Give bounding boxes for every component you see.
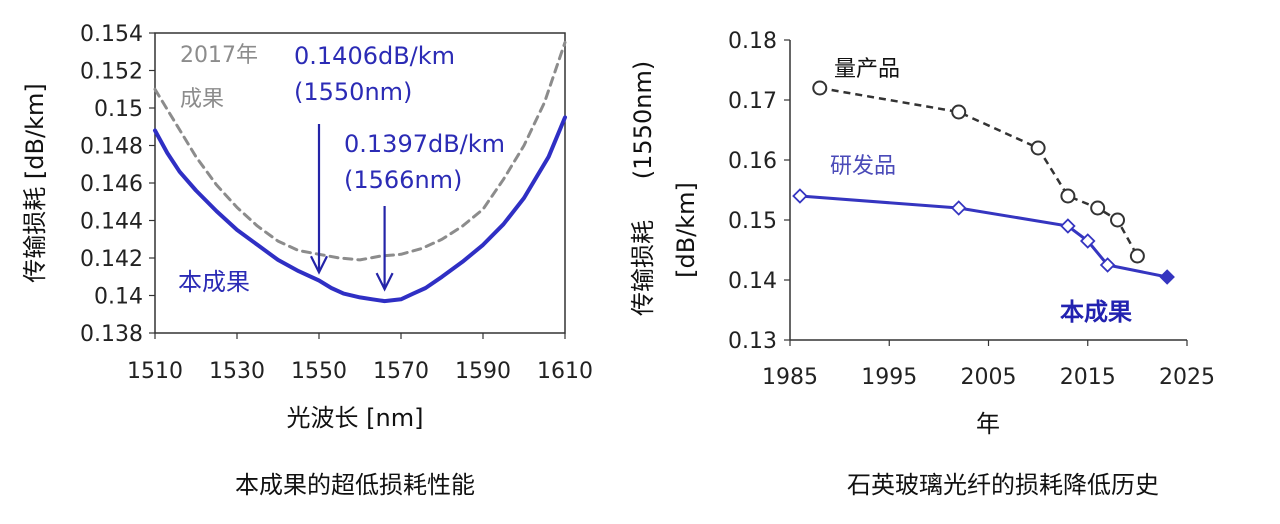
left-annotation-this-result: 本成果: [178, 268, 250, 296]
left-annotation-1566-value: 0.1397dB/km: [344, 130, 505, 158]
left-x-tick-label: 1590: [455, 359, 511, 384]
left-arrow-1550-head: [310, 255, 328, 275]
right-x-tick-label: 1995: [861, 365, 917, 390]
right-rnd-point: [950, 200, 967, 216]
left-series-2017-line: [153, 40, 567, 262]
left-y-tick-label: 0.14: [94, 285, 143, 310]
right-chart-caption: 石英玻璃光纤的损耗降低历史: [847, 471, 1159, 499]
left-series-this-result-line: [153, 115, 567, 304]
left-series-group: [153, 40, 567, 304]
right-mass-production-point: [1090, 200, 1106, 216]
left-y-ticks: 0.154 0.152 0.15 0.148 0.146 0.144 0.142 0.14 0.…: [80, 22, 155, 347]
left-y-tick-label: 0.144: [80, 210, 143, 235]
left-annotation-1550-value: 0.1406dB/km: [294, 42, 455, 70]
right-rnd-point: [792, 188, 808, 204]
left-arrows: [310, 124, 394, 292]
right-rnd-point: [1079, 233, 1096, 249]
right-y-tick-label: 0.15: [728, 209, 777, 234]
right-chart: 0.18 0.17 0.16 0.15 0.14 0.13 1985 1995 2005 201…: [629, 29, 1215, 499]
right-legend-mass-production: 量产品: [834, 57, 900, 82]
right-series-rnd-line: [799, 194, 1168, 279]
left-arrow-1566-head: [375, 272, 394, 292]
right-y-tick-label: 0.13: [728, 329, 777, 354]
right-series-group: [792, 80, 1175, 285]
right-x-tick-label: 2005: [961, 365, 1017, 390]
right-y-axis-title-line2: (1550nm): [629, 61, 657, 179]
right-y-axis-title-line3: [dB/km]: [672, 182, 700, 278]
right-annotation-this-result: 本成果: [1060, 298, 1132, 326]
left-x-tick-label: 1510: [127, 359, 183, 384]
right-x-tick-label: 2025: [1159, 365, 1215, 390]
left-y-tick-label: 0.15: [94, 97, 143, 122]
left-y-tick-label: 0.154: [80, 22, 143, 47]
right-mass-production-point: [951, 104, 967, 120]
left-x-ticks: 1510 1530 1550 1570 1590 1610: [127, 333, 593, 384]
left-chart-caption: 本成果的超低损耗性能: [235, 471, 475, 499]
left-y-tick-label: 0.142: [80, 247, 143, 272]
left-chart: 0.154 0.152 0.15 0.148 0.146 0.144 0.142 0.14 0.…: [21, 22, 593, 499]
right-mass-production-point: [1030, 140, 1046, 156]
left-annotation-2017-line1: 2017年: [180, 43, 258, 68]
right-x-ticks: 1985 1995 2005 2015 2025: [762, 340, 1215, 390]
left-annotation-1566-wavelength: (1566nm): [344, 166, 462, 194]
right-y-tick-label: 0.14: [728, 269, 777, 294]
left-x-tick-label: 1610: [537, 359, 593, 384]
right-x-axis-title: 年: [976, 410, 1000, 438]
left-x-tick-label: 1550: [291, 359, 347, 384]
left-y-tick-label: 0.152: [80, 60, 143, 85]
right-mass-production-point: [812, 80, 828, 96]
right-this-result-point: [1159, 269, 1175, 285]
right-y-tick-label: 0.16: [728, 149, 777, 174]
left-annotation-2017-line2: 成果: [180, 87, 224, 112]
right-legend-rnd: 研发品: [830, 154, 896, 179]
right-mass-production-point: [1110, 212, 1126, 228]
right-rnd-point: [1099, 257, 1116, 273]
right-y-ticks: 0.18 0.17 0.16 0.15 0.14 0.13: [728, 29, 790, 354]
right-mass-production-point: [1060, 188, 1076, 204]
left-y-axis-title: 传输损耗 [dB/km]: [21, 83, 49, 282]
right-x-tick-label: 1985: [762, 365, 818, 390]
left-annotation-1550-wavelength: (1550nm): [294, 78, 412, 106]
left-y-tick-label: 0.146: [80, 172, 143, 197]
right-y-tick-label: 0.17: [728, 89, 777, 114]
left-y-tick-label: 0.148: [80, 135, 143, 160]
right-y-tick-label: 0.18: [728, 29, 777, 54]
left-y-tick-label: 0.138: [80, 322, 143, 347]
right-mass-production-point: [1129, 248, 1145, 264]
right-x-tick-label: 2015: [1060, 365, 1116, 390]
left-x-axis-title: 光波长 [nm]: [287, 404, 424, 432]
left-x-tick-label: 1530: [209, 359, 265, 384]
left-x-tick-label: 1570: [373, 359, 429, 384]
right-y-axis-title-line1: 传输损耗: [629, 220, 657, 316]
right-rnd-point: [1060, 218, 1076, 234]
